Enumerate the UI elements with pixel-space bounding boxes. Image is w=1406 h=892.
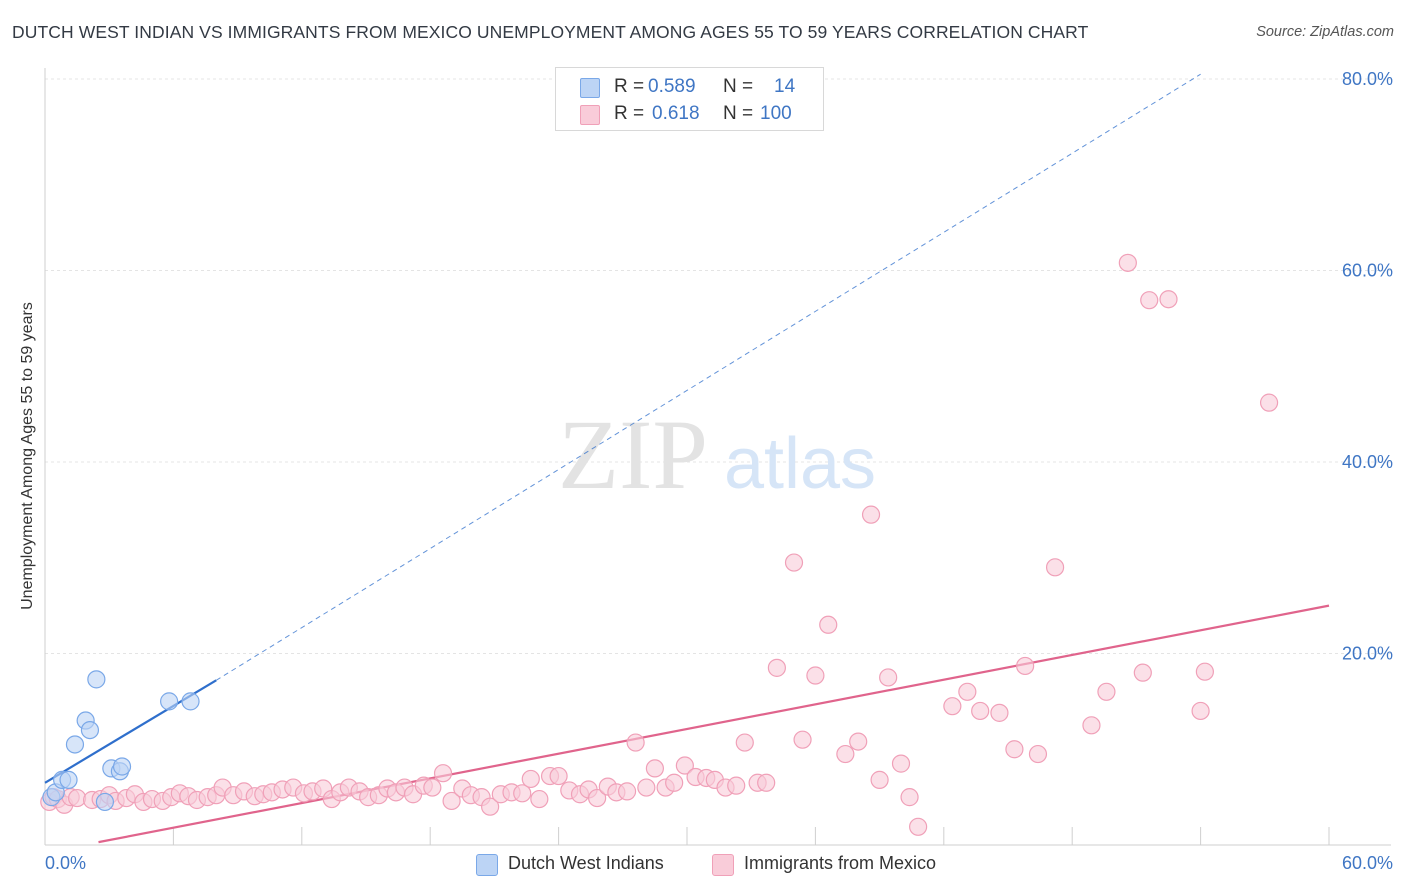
data-point: [513, 784, 532, 803]
data-point: [806, 666, 825, 685]
data-point: [1028, 744, 1048, 764]
legend-row-dutch: R = 0.589 N = 14: [556, 74, 823, 102]
n-value: 100: [760, 103, 792, 124]
axes: [44, 68, 1391, 846]
data-point: [1005, 740, 1024, 759]
legend-swatch-dutch: [580, 78, 600, 98]
data-point: [645, 759, 665, 778]
data-point: [59, 770, 78, 789]
data-point: [870, 770, 889, 789]
data-point: [1045, 558, 1065, 577]
grid-lines: [45, 78, 1391, 654]
data-points: [40, 253, 1279, 836]
data-point: [521, 769, 540, 789]
data-point: [1133, 663, 1152, 682]
data-point: [481, 797, 500, 816]
data-point: [900, 788, 919, 807]
y-axis-title: Unemployment Among Ages 55 to 59 years: [19, 302, 36, 610]
data-point: [1016, 656, 1035, 676]
data-point: [819, 615, 838, 634]
r-value: 0.589: [648, 76, 696, 97]
legend-swatch-mexico: [580, 105, 600, 125]
correlation-legend: R = 0.589 N = 14 R = 0.618 N = 100: [555, 67, 824, 131]
y-tick-label: 80.0%: [1342, 69, 1393, 89]
data-point: [727, 776, 746, 795]
data-point: [588, 788, 607, 808]
data-point: [784, 553, 804, 572]
data-point: [793, 730, 812, 749]
x-tick-label: 0.0%: [45, 853, 86, 873]
legend-label-dutch: Dutch West Indians: [508, 853, 664, 873]
legend-label-mexico: Immigrants from Mexico: [744, 853, 937, 873]
data-point: [160, 692, 179, 711]
r-label: R =: [614, 76, 645, 97]
data-point: [530, 789, 549, 809]
data-point: [112, 757, 132, 776]
data-point: [1159, 290, 1178, 309]
trend-line-extension-0: [215, 73, 1201, 681]
data-point: [836, 744, 855, 764]
r-label: R =: [614, 103, 645, 124]
data-point: [65, 735, 85, 754]
data-point: [757, 773, 776, 792]
data-point: [891, 754, 911, 773]
data-point: [735, 733, 754, 752]
data-point: [943, 697, 962, 716]
data-point: [675, 756, 694, 775]
data-point: [909, 817, 928, 836]
data-point: [971, 701, 990, 721]
data-point: [87, 670, 106, 689]
data-point: [617, 782, 637, 801]
data-point: [1082, 716, 1101, 735]
data-point: [958, 682, 977, 701]
data-point: [879, 668, 898, 687]
legend-swatch-dutch: [476, 854, 498, 876]
data-point: [1195, 662, 1214, 681]
n-value: 14: [774, 76, 796, 97]
y-tick-label: 40.0%: [1342, 452, 1393, 472]
n-label: N =: [723, 103, 754, 124]
trend-line-1: [98, 604, 1330, 844]
data-point: [861, 505, 881, 524]
data-point: [767, 658, 786, 677]
legend-row-mexico: R = 0.618 N = 100: [556, 101, 823, 129]
data-point: [433, 764, 453, 783]
data-point: [80, 720, 100, 740]
data-point: [990, 703, 1009, 722]
data-point: [637, 778, 656, 797]
watermark: ZIP atlas: [558, 399, 876, 510]
source-label: Source: ZipAtlas.com: [1256, 24, 1394, 40]
data-point: [1097, 682, 1116, 701]
data-point: [95, 792, 115, 812]
r-value: 0.618: [652, 103, 700, 124]
y-tick-label: 20.0%: [1342, 644, 1393, 664]
watermark-atlas: atlas: [724, 424, 876, 504]
legend-swatch-mexico: [712, 854, 734, 876]
series-legend: Dutch West Indians Immigrants from Mexic…: [0, 852, 1406, 878]
data-point: [1259, 393, 1279, 412]
chart-title: DUTCH WEST INDIAN VS IMMIGRANTS FROM MEX…: [12, 22, 1089, 42]
data-point: [849, 732, 868, 751]
data-point: [67, 788, 87, 808]
data-point: [549, 766, 568, 786]
watermark-zip: ZIP: [558, 399, 708, 510]
x-tick-label: 60.0%: [1342, 853, 1393, 873]
data-point: [442, 791, 461, 811]
data-point: [1191, 701, 1210, 721]
data-point: [665, 773, 684, 792]
data-point: [423, 778, 442, 797]
data-point: [1140, 291, 1159, 310]
n-label: N =: [723, 76, 754, 97]
tick-labels: 20.0% 40.0% 60.0% 80.0% 0.0% 60.0%: [45, 69, 1393, 873]
data-point: [181, 692, 200, 711]
data-point: [626, 733, 645, 752]
data-point: [1118, 253, 1137, 272]
y-tick-label: 60.0%: [1342, 261, 1393, 281]
